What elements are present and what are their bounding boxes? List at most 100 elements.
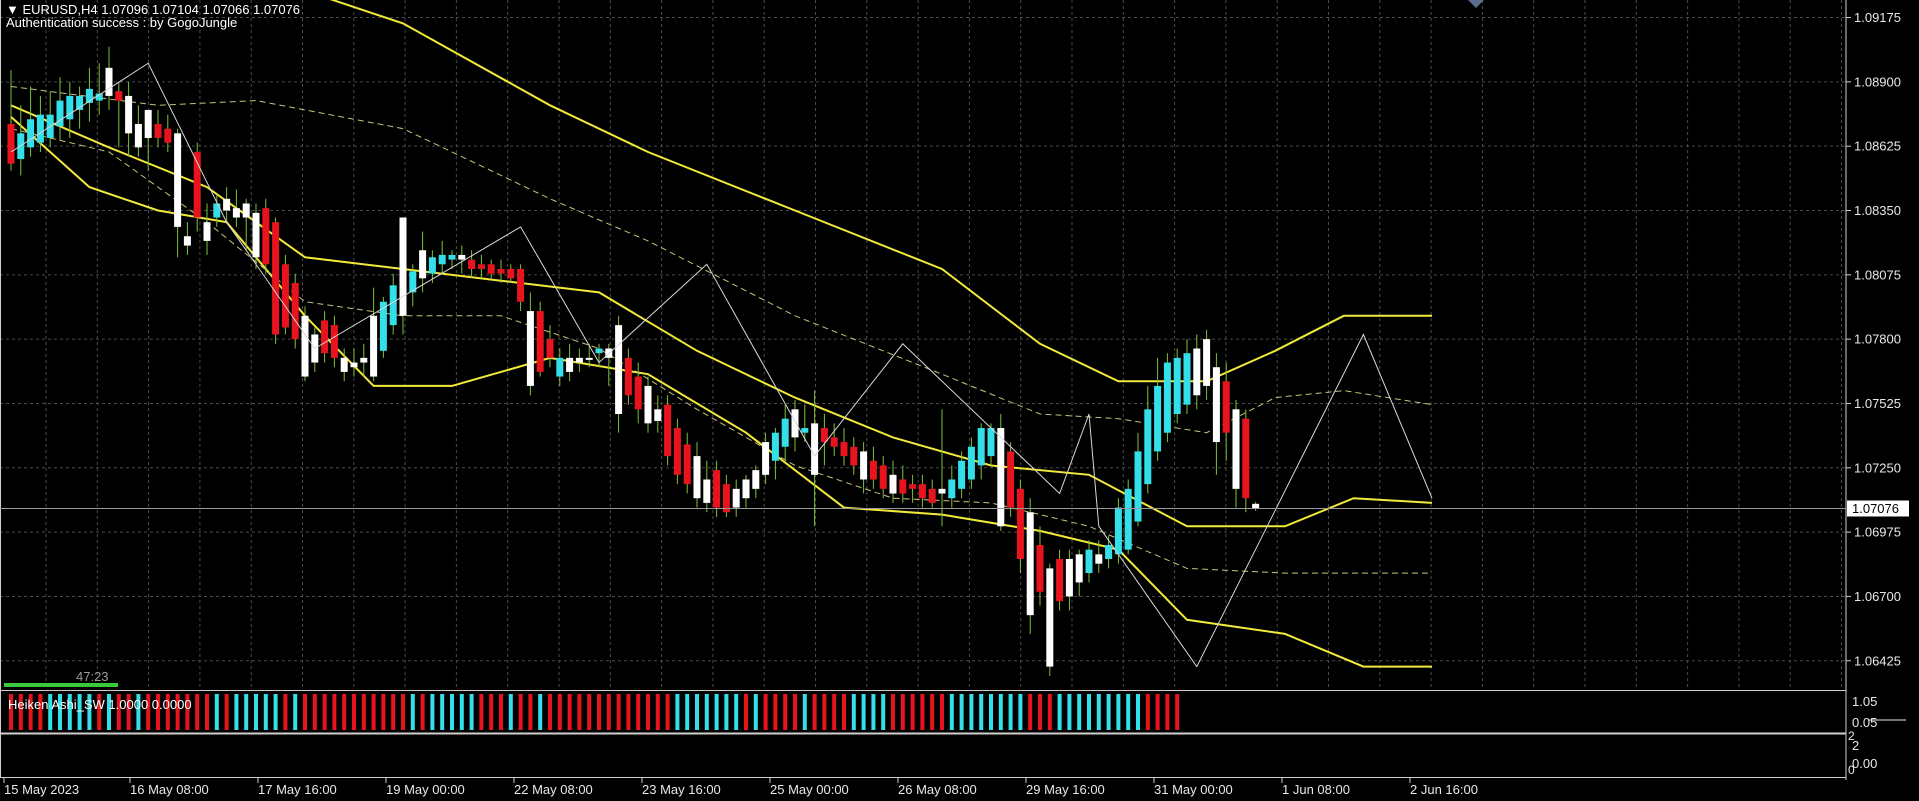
ha-bar (1106, 694, 1111, 730)
candle-body (1242, 418, 1250, 499)
candle-body (419, 250, 427, 279)
ha-bar (881, 694, 886, 730)
candle-body (7, 123, 15, 164)
ha-bar (734, 694, 739, 730)
candle-body (762, 442, 770, 475)
price-tick-label: 1.07800 (1854, 332, 1901, 347)
candle-body (134, 123, 142, 148)
candle-body (360, 357, 368, 363)
price-tick-label: 1.06425 (1854, 653, 1901, 668)
ha-bar (234, 694, 239, 730)
candle-body (536, 311, 544, 372)
price-axis: 1.09175 1.08900 1.08625 1.08350 1.08075 1.078… (0, 0, 1909, 687)
ha-bar (254, 694, 258, 730)
ha-bar (224, 694, 229, 730)
ha-bar (430, 694, 435, 730)
ha-bar (1038, 694, 1042, 730)
time-tick-label: 25 May 00:00 (770, 782, 849, 797)
ha-bar (989, 694, 993, 730)
ha-bar (322, 694, 327, 730)
time-tick-label: 29 May 16:00 (1026, 782, 1105, 797)
band-lower-dashed (10, 128, 1432, 574)
candle-body (242, 203, 250, 218)
candle-body (389, 285, 397, 326)
candle-body (664, 404, 672, 457)
ha-bar (391, 694, 396, 730)
candle-body (497, 268, 505, 274)
price-tick-label: 1.07525 (1854, 396, 1901, 411)
candle-body (683, 444, 691, 485)
candle-body (1075, 554, 1083, 583)
candle-body (1026, 512, 1034, 616)
candle-body (193, 152, 201, 218)
candle-body (517, 268, 525, 302)
time-tick-label: 17 May 16:00 (258, 782, 337, 797)
ha-bar (508, 694, 513, 730)
ha-bar (450, 694, 454, 730)
candle-body (438, 254, 446, 265)
candle-body (448, 254, 456, 260)
candle-body (899, 479, 907, 494)
lower-tick-label: 2 (1852, 738, 1859, 753)
candle-body (967, 446, 975, 480)
lower-tick-label: 2 (1848, 729, 1855, 743)
price-tick-label: 1.08075 (1854, 267, 1901, 282)
candle-body (507, 268, 515, 279)
ha-bar (214, 694, 219, 730)
candle-body (1134, 451, 1142, 522)
candle-body (487, 264, 495, 274)
price-tick-label: 1.06700 (1854, 589, 1901, 604)
ha-bar (1087, 694, 1091, 730)
candle-body (958, 460, 966, 489)
candle-body (673, 428, 681, 475)
candle-body (615, 325, 623, 414)
time-tick-label: 1 Jun 08:00 (1282, 782, 1350, 797)
ha-bar (518, 694, 523, 730)
candle-body (340, 357, 348, 372)
ha-tick-label: 0.05 (1852, 715, 1877, 730)
candle-body (909, 484, 917, 489)
candle-body (262, 208, 270, 265)
symbol-header[interactable]: ▼ EURUSD,H4 1.07096 1.07104 1.07066 1.07… (6, 3, 300, 17)
ha-bar (1008, 694, 1013, 730)
ha-bar (969, 694, 974, 730)
ha-bar (724, 694, 729, 730)
zigzag-line (10, 62, 1433, 668)
time-tick-label: 22 May 08:00 (514, 782, 593, 797)
chart-grid (0, 0, 1847, 780)
ha-bar (744, 694, 748, 730)
candle-body (125, 95, 133, 134)
time-tick-label: 31 May 00:00 (1154, 782, 1233, 797)
ha-bar (763, 694, 768, 730)
candle-body (575, 357, 583, 363)
candle-body (654, 409, 662, 422)
ha-bar (107, 694, 111, 730)
current-price-label: 1.07076 (1852, 501, 1899, 516)
candle-body (1056, 559, 1064, 602)
ha-bar (1096, 694, 1101, 730)
ha-bar (58, 694, 62, 730)
candle-body (183, 236, 191, 246)
ha-bar (205, 694, 209, 730)
candle-body (370, 315, 378, 377)
candle-body (928, 488, 936, 503)
ha-bar (195, 694, 200, 730)
ha-bar (1047, 694, 1052, 730)
candle-body (174, 133, 182, 227)
price-tick-label: 1.08625 (1854, 139, 1901, 154)
ha-bar (126, 694, 131, 730)
ha-bar (440, 694, 445, 730)
candle-body (977, 428, 985, 466)
ha-bar (1067, 694, 1072, 730)
candle-body (869, 460, 877, 480)
ha-bar (998, 694, 1003, 730)
candle-body (1085, 549, 1093, 574)
ha-bar (842, 694, 846, 730)
candle-body (1163, 362, 1171, 433)
heiken-ashi-panel: 1.05 0.05 (9, 694, 1906, 730)
ha-bar (597, 694, 601, 730)
ha-bar (714, 694, 719, 730)
ha-tick-label: 1.05 (1852, 694, 1877, 709)
collapse-triangle-icon[interactable]: ▼ (6, 2, 19, 17)
